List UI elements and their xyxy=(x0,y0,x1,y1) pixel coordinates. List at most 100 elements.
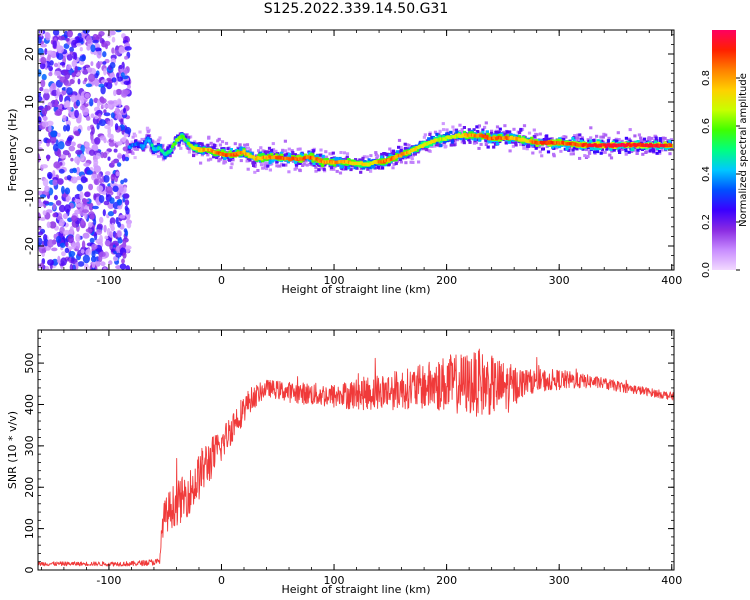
spectrum-cell xyxy=(221,149,225,153)
noise-cell xyxy=(54,99,59,108)
colorbar-tick-label: 0.0 xyxy=(701,262,712,278)
snr-ytick-label: 200 xyxy=(23,477,36,498)
noise-cell xyxy=(107,120,111,127)
spectrum-cell xyxy=(299,160,303,163)
spectrum-cell xyxy=(583,154,587,158)
noise-cell xyxy=(82,68,89,75)
noise-cell xyxy=(118,186,124,193)
spectrum-cell xyxy=(641,152,645,156)
noise-cell xyxy=(85,115,91,121)
noise-cell xyxy=(102,61,107,65)
noise-cell xyxy=(117,198,123,206)
spectrum-cell xyxy=(443,145,447,149)
spectrum-cell xyxy=(623,141,627,145)
spectrum-cell xyxy=(534,139,539,143)
spectrum-cell xyxy=(259,151,263,155)
noise-cell xyxy=(38,143,41,147)
noise-cell xyxy=(104,239,111,246)
spectrum-cell xyxy=(317,163,321,167)
noise-cell xyxy=(67,235,74,244)
noise-cell xyxy=(78,112,82,122)
noise-cell xyxy=(53,161,61,169)
spectrum-cell xyxy=(659,145,663,149)
noise-cell xyxy=(113,148,118,153)
noise-cell xyxy=(39,262,44,269)
spectrum-cell xyxy=(613,139,617,143)
spectrum-cell xyxy=(296,161,300,165)
colorbar-label: Normalized spectral amplitude xyxy=(738,73,749,227)
spectrum-cell xyxy=(422,135,426,139)
spectrum-cell xyxy=(239,159,243,163)
spectrum-cell xyxy=(149,148,153,152)
noise-cell xyxy=(121,154,126,162)
noise-cell xyxy=(38,197,41,203)
spectrum-cell xyxy=(636,148,640,152)
noise-cell xyxy=(96,99,101,108)
noise-cell xyxy=(98,83,105,88)
heatmap-plot-area xyxy=(38,30,674,270)
noise-cell xyxy=(102,51,107,58)
spectrum-cell xyxy=(650,136,654,140)
spectrum-cell xyxy=(307,158,312,162)
spectrum-cell xyxy=(435,132,439,136)
spectrum-cell xyxy=(347,166,351,170)
spectrum-cell xyxy=(552,145,556,149)
spectrum-cell xyxy=(527,144,531,148)
noise-cell xyxy=(70,176,78,184)
spectrum-cell xyxy=(134,140,138,143)
spectrum-cell xyxy=(181,142,185,145)
spectrum-cell xyxy=(384,161,389,165)
spectrum-cell xyxy=(546,150,551,154)
noise-cell xyxy=(104,235,109,240)
spectrum-cell xyxy=(426,145,430,148)
spectrum-cell xyxy=(459,137,463,141)
spectrum-cell xyxy=(282,163,286,167)
spectrum-cell xyxy=(226,155,230,159)
noise-cell xyxy=(74,65,78,74)
spectrum-cell xyxy=(462,141,466,145)
spectrum-cell xyxy=(261,166,265,170)
noise-cell xyxy=(40,164,49,169)
noise-cell xyxy=(89,149,95,156)
noise-cell xyxy=(88,221,93,228)
ridge-cell xyxy=(176,138,180,142)
heatmap-x-axis-label: Height of straight line (km) xyxy=(281,283,430,296)
spectrum-cell xyxy=(497,138,502,142)
noise-cell xyxy=(70,94,77,103)
spectrum-cell xyxy=(290,149,294,153)
spectrum-cell xyxy=(531,151,535,155)
spectrum-cell xyxy=(344,162,348,166)
noise-cell xyxy=(96,50,102,59)
spectrum-cell xyxy=(162,147,166,151)
spectrum-cell xyxy=(576,136,580,140)
noise-cell xyxy=(59,218,65,227)
spectrum-cell xyxy=(263,163,267,167)
spectrum-cell xyxy=(624,136,628,140)
noise-cell xyxy=(127,84,131,89)
spectrum-cell xyxy=(239,148,243,151)
spectrum-cell xyxy=(532,135,536,139)
spectrum-cell xyxy=(535,133,539,137)
noise-cell xyxy=(61,185,65,195)
spectrum-cell xyxy=(271,159,275,163)
spectrum-cell xyxy=(193,140,197,144)
noise-cell xyxy=(71,60,78,68)
spectrum-cell xyxy=(152,145,156,149)
spectrum-cell xyxy=(434,140,438,144)
spectrum-cell xyxy=(146,130,150,133)
spectrum-cell xyxy=(324,155,329,159)
spectrum-cell xyxy=(397,145,401,149)
noise-cell xyxy=(53,233,57,240)
noise-cell xyxy=(81,209,89,214)
noise-cell xyxy=(123,178,128,183)
noise-cell xyxy=(59,94,63,103)
noise-cell xyxy=(99,216,104,224)
noise-cell xyxy=(38,237,43,246)
noise-cell xyxy=(104,125,111,130)
spectrum-cell xyxy=(425,139,429,143)
noise-cell xyxy=(48,72,53,77)
spectrum-cell xyxy=(271,148,276,152)
noise-cell xyxy=(38,263,41,269)
noise-cell xyxy=(39,217,46,221)
